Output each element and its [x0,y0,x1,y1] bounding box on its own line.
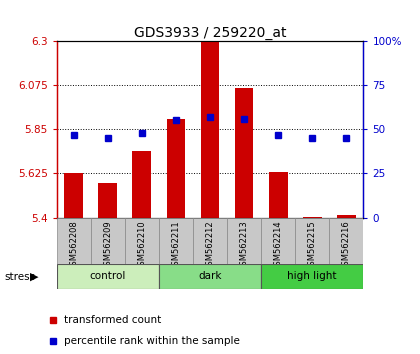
Bar [201,41,219,218]
Bar [159,264,261,289]
Text: control: control [89,271,126,281]
Bar [57,218,91,264]
Text: GSM562209: GSM562209 [103,220,112,271]
Bar [159,218,193,264]
Bar [329,218,363,264]
Text: ▶: ▶ [30,272,39,282]
Text: GSM562215: GSM562215 [308,220,317,271]
Bar [91,218,125,264]
Bar [193,218,227,264]
Bar [98,183,117,218]
Bar [261,218,295,264]
Text: GSM562216: GSM562216 [342,220,351,271]
Text: GSM562211: GSM562211 [171,220,181,271]
Bar [57,264,159,289]
Text: percentile rank within the sample: percentile rank within the sample [64,336,240,346]
Bar [261,264,363,289]
Bar [167,119,185,218]
Bar [303,217,322,218]
Bar [337,215,356,218]
Text: GSM562210: GSM562210 [137,220,146,271]
Bar [64,173,83,218]
Title: GDS3933 / 259220_at: GDS3933 / 259220_at [134,26,286,40]
Text: transformed count: transformed count [64,315,161,325]
Text: GSM562208: GSM562208 [69,220,78,271]
Bar [132,151,151,218]
Text: stress: stress [4,272,35,282]
Bar [227,218,261,264]
Text: GSM562212: GSM562212 [205,220,215,271]
Text: GSM562214: GSM562214 [274,220,283,271]
Bar [235,88,253,218]
Text: dark: dark [198,271,222,281]
Bar [269,172,288,218]
Text: GSM562213: GSM562213 [239,220,249,271]
Bar [125,218,159,264]
Text: high light: high light [287,271,337,281]
Bar [295,218,329,264]
